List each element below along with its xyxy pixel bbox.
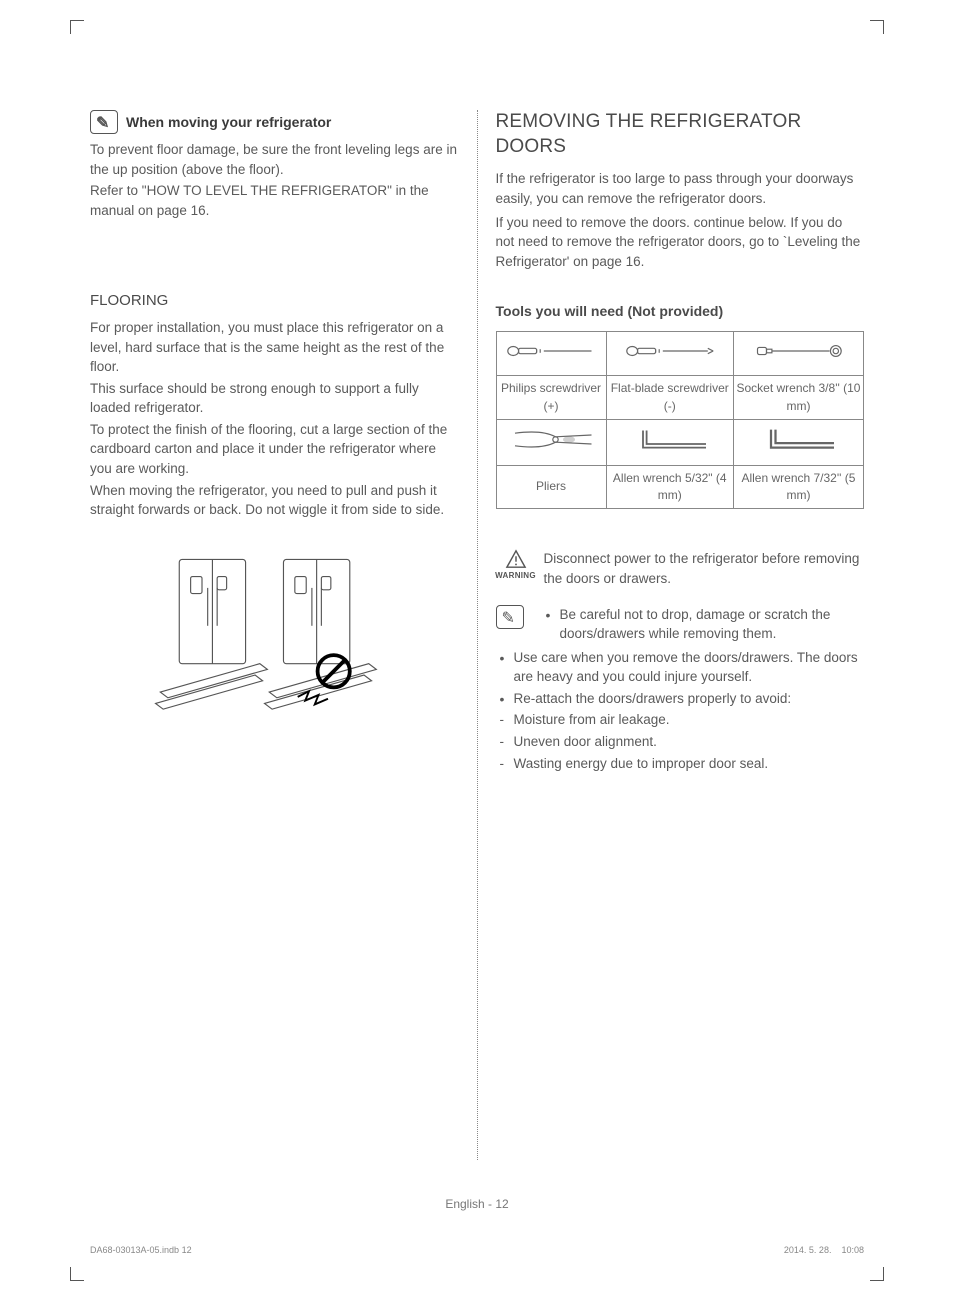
page-columns: When moving your refrigerator To prevent… — [80, 110, 874, 1160]
doc-time: 10:08 — [841, 1245, 864, 1255]
tool-img-pliers — [496, 420, 606, 465]
crop-mark-bl — [70, 1267, 71, 1281]
note-icon — [90, 110, 118, 134]
tool-img-socket — [733, 332, 863, 376]
right-column: REMOVING THE REFRIGERATOR DOORS If the r… — [477, 110, 875, 1160]
tool-img-allen5 — [733, 420, 863, 465]
tools-heading: Tools you will need (Not provided) — [496, 301, 865, 321]
flooring-p1: For proper installation, you must place … — [90, 318, 459, 377]
note-bullet-1: Be careful not to drop, damage or scratc… — [542, 605, 865, 644]
crop-mark-right — [883, 20, 884, 34]
warning-text: Disconnect power to the refrigerator bef… — [544, 549, 865, 588]
tool-label-flatblade: Flat-blade screwdriver (-) — [606, 376, 733, 420]
tool-img-allen4 — [606, 420, 733, 465]
note-icon — [496, 605, 524, 629]
moving-p2: Refer to "HOW TO LEVEL THE REFRIGERATOR"… — [90, 181, 459, 220]
footer-meta: DA68-03013A-05.indb 12 2014. 5. 28. 10:0… — [90, 1244, 864, 1257]
doc-id: DA68-03013A-05.indb 12 — [90, 1244, 192, 1257]
flooring-heading: FLOORING — [90, 290, 459, 312]
fridge-illustration — [90, 550, 459, 736]
tool-label-philips: Philips screwdriver (+) — [496, 376, 606, 420]
doc-date: 2014. 5. 28. — [784, 1245, 832, 1255]
tool-label-pliers: Pliers — [496, 465, 606, 509]
intro-p2: If you need to remove the doors. continu… — [496, 213, 865, 272]
dash-2: Uneven door alignment. — [496, 732, 865, 752]
bullet-list: Use care when you remove the doors/drawe… — [496, 648, 865, 709]
page-footer: English - 12 — [0, 1196, 954, 1213]
tool-img-philips — [496, 332, 606, 376]
fridge-svg — [149, 550, 399, 730]
note-block: Be careful not to drop, damage or scratc… — [496, 603, 865, 646]
flooring-p2: This surface should be strong enough to … — [90, 379, 459, 418]
tool-label-allen4: Allen wrench 5/32" (4 mm) — [606, 465, 733, 509]
warning-label: WARNING — [495, 570, 536, 582]
doc-datetime: 2014. 5. 28. 10:08 — [784, 1244, 864, 1257]
tool-label-allen5: Allen wrench 7/32'' (5 mm) — [733, 465, 863, 509]
moving-p1: To prevent floor damage, be sure the fro… — [90, 140, 459, 179]
moving-heading: When moving your refrigerator — [90, 110, 459, 134]
warning-icon — [505, 549, 527, 569]
tool-img-flatblade — [606, 332, 733, 376]
bullet-2: Use care when you remove the doors/drawe… — [496, 648, 865, 687]
crop-mark-top — [70, 20, 884, 21]
dash-1: Moisture from air leakage. — [496, 710, 865, 730]
left-column: When moving your refrigerator To prevent… — [80, 110, 477, 1160]
dash-list: Moisture from air leakage. Uneven door a… — [496, 710, 865, 773]
flooring-p4: When moving the refrigerator, you need t… — [90, 481, 459, 520]
dash-3: Wasting energy due to improper door seal… — [496, 754, 865, 774]
intro-p1: If the refrigerator is too large to pass… — [496, 169, 865, 208]
crop-mark-br — [883, 1267, 884, 1281]
flooring-p3: To protect the finish of the flooring, c… — [90, 420, 459, 479]
removing-doors-heading: REMOVING THE REFRIGERATOR DOORS — [496, 110, 865, 159]
moving-heading-text: When moving your refrigerator — [126, 112, 331, 132]
tool-label-socket: Socket wrench 3/8'' (10 mm) — [733, 376, 863, 420]
crop-mark-left — [70, 20, 71, 34]
tools-table: Philips screwdriver (+) Flat-blade screw… — [496, 331, 865, 509]
warning-icon-group: WARNING — [496, 549, 536, 582]
warning-block: WARNING Disconnect power to the refriger… — [496, 549, 865, 590]
bullet-3: Re-attach the doors/drawers properly to … — [496, 689, 865, 709]
